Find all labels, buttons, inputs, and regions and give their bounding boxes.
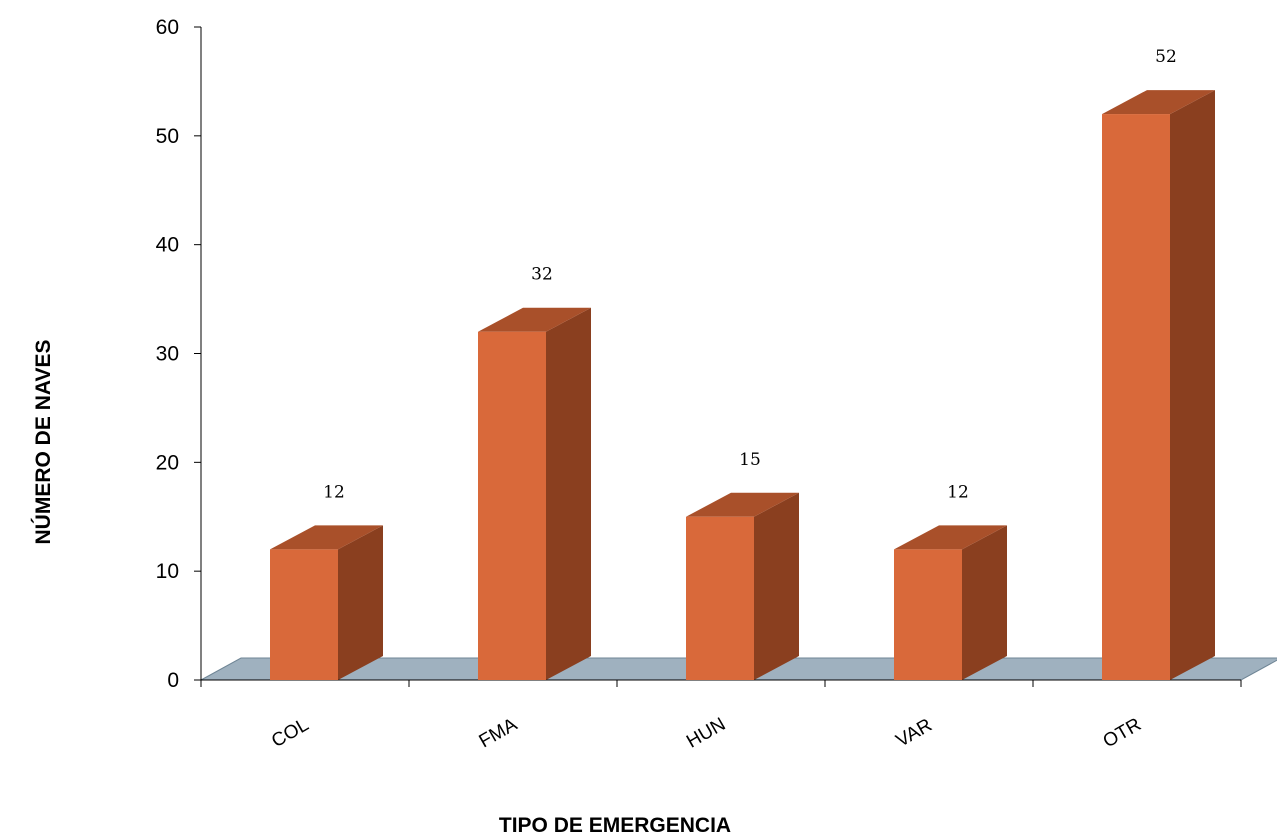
bar-side bbox=[754, 492, 799, 680]
y-axis-title: NÚMERO DE NAVES bbox=[31, 340, 55, 545]
y-tick-label: 50 bbox=[156, 125, 179, 148]
bar-col bbox=[270, 549, 338, 680]
bar-top bbox=[478, 307, 591, 332]
bar-side bbox=[546, 307, 591, 680]
x-tick-label: COL bbox=[268, 714, 312, 752]
y-tick-label: 60 bbox=[156, 16, 179, 39]
bar-top bbox=[1102, 90, 1215, 115]
x-tick-label: HUN bbox=[683, 714, 729, 753]
bars bbox=[270, 90, 1215, 681]
bar-otr bbox=[1102, 114, 1170, 681]
bar-top bbox=[686, 492, 799, 517]
data-labels: 12 32 15 12 52 bbox=[323, 47, 1177, 502]
y-tick-label: 40 bbox=[156, 234, 179, 257]
bar-fma bbox=[478, 331, 546, 680]
y-tick-label: 10 bbox=[156, 560, 179, 583]
y-tick-label: 30 bbox=[156, 343, 179, 366]
x-axis-title: TIPO DE EMERGENCIA bbox=[499, 814, 731, 836]
data-label: 32 bbox=[531, 265, 553, 285]
y-tick-label: 20 bbox=[156, 451, 179, 474]
data-label: 15 bbox=[739, 450, 761, 470]
x-tick-label: VAR bbox=[893, 715, 936, 752]
y-tick-label: 0 bbox=[167, 669, 179, 692]
bar-side bbox=[962, 525, 1007, 680]
bar-side bbox=[1170, 90, 1215, 681]
data-label: 12 bbox=[323, 482, 345, 502]
bar-top bbox=[270, 525, 383, 550]
bar-side bbox=[338, 525, 383, 680]
bar-var bbox=[894, 549, 962, 680]
bar-top bbox=[894, 525, 1007, 550]
bar-hun bbox=[686, 516, 754, 680]
y-axis-ticks: 0 10 20 30 40 50 60 bbox=[156, 16, 1242, 692]
data-label: 12 bbox=[947, 482, 969, 502]
x-axis-tick-labels: COL FMA HUN VAR OTR bbox=[268, 714, 1145, 753]
x-tick-label: FMA bbox=[476, 714, 522, 752]
x-tick-label: OTR bbox=[1100, 714, 1145, 752]
data-label: 52 bbox=[1155, 47, 1177, 67]
